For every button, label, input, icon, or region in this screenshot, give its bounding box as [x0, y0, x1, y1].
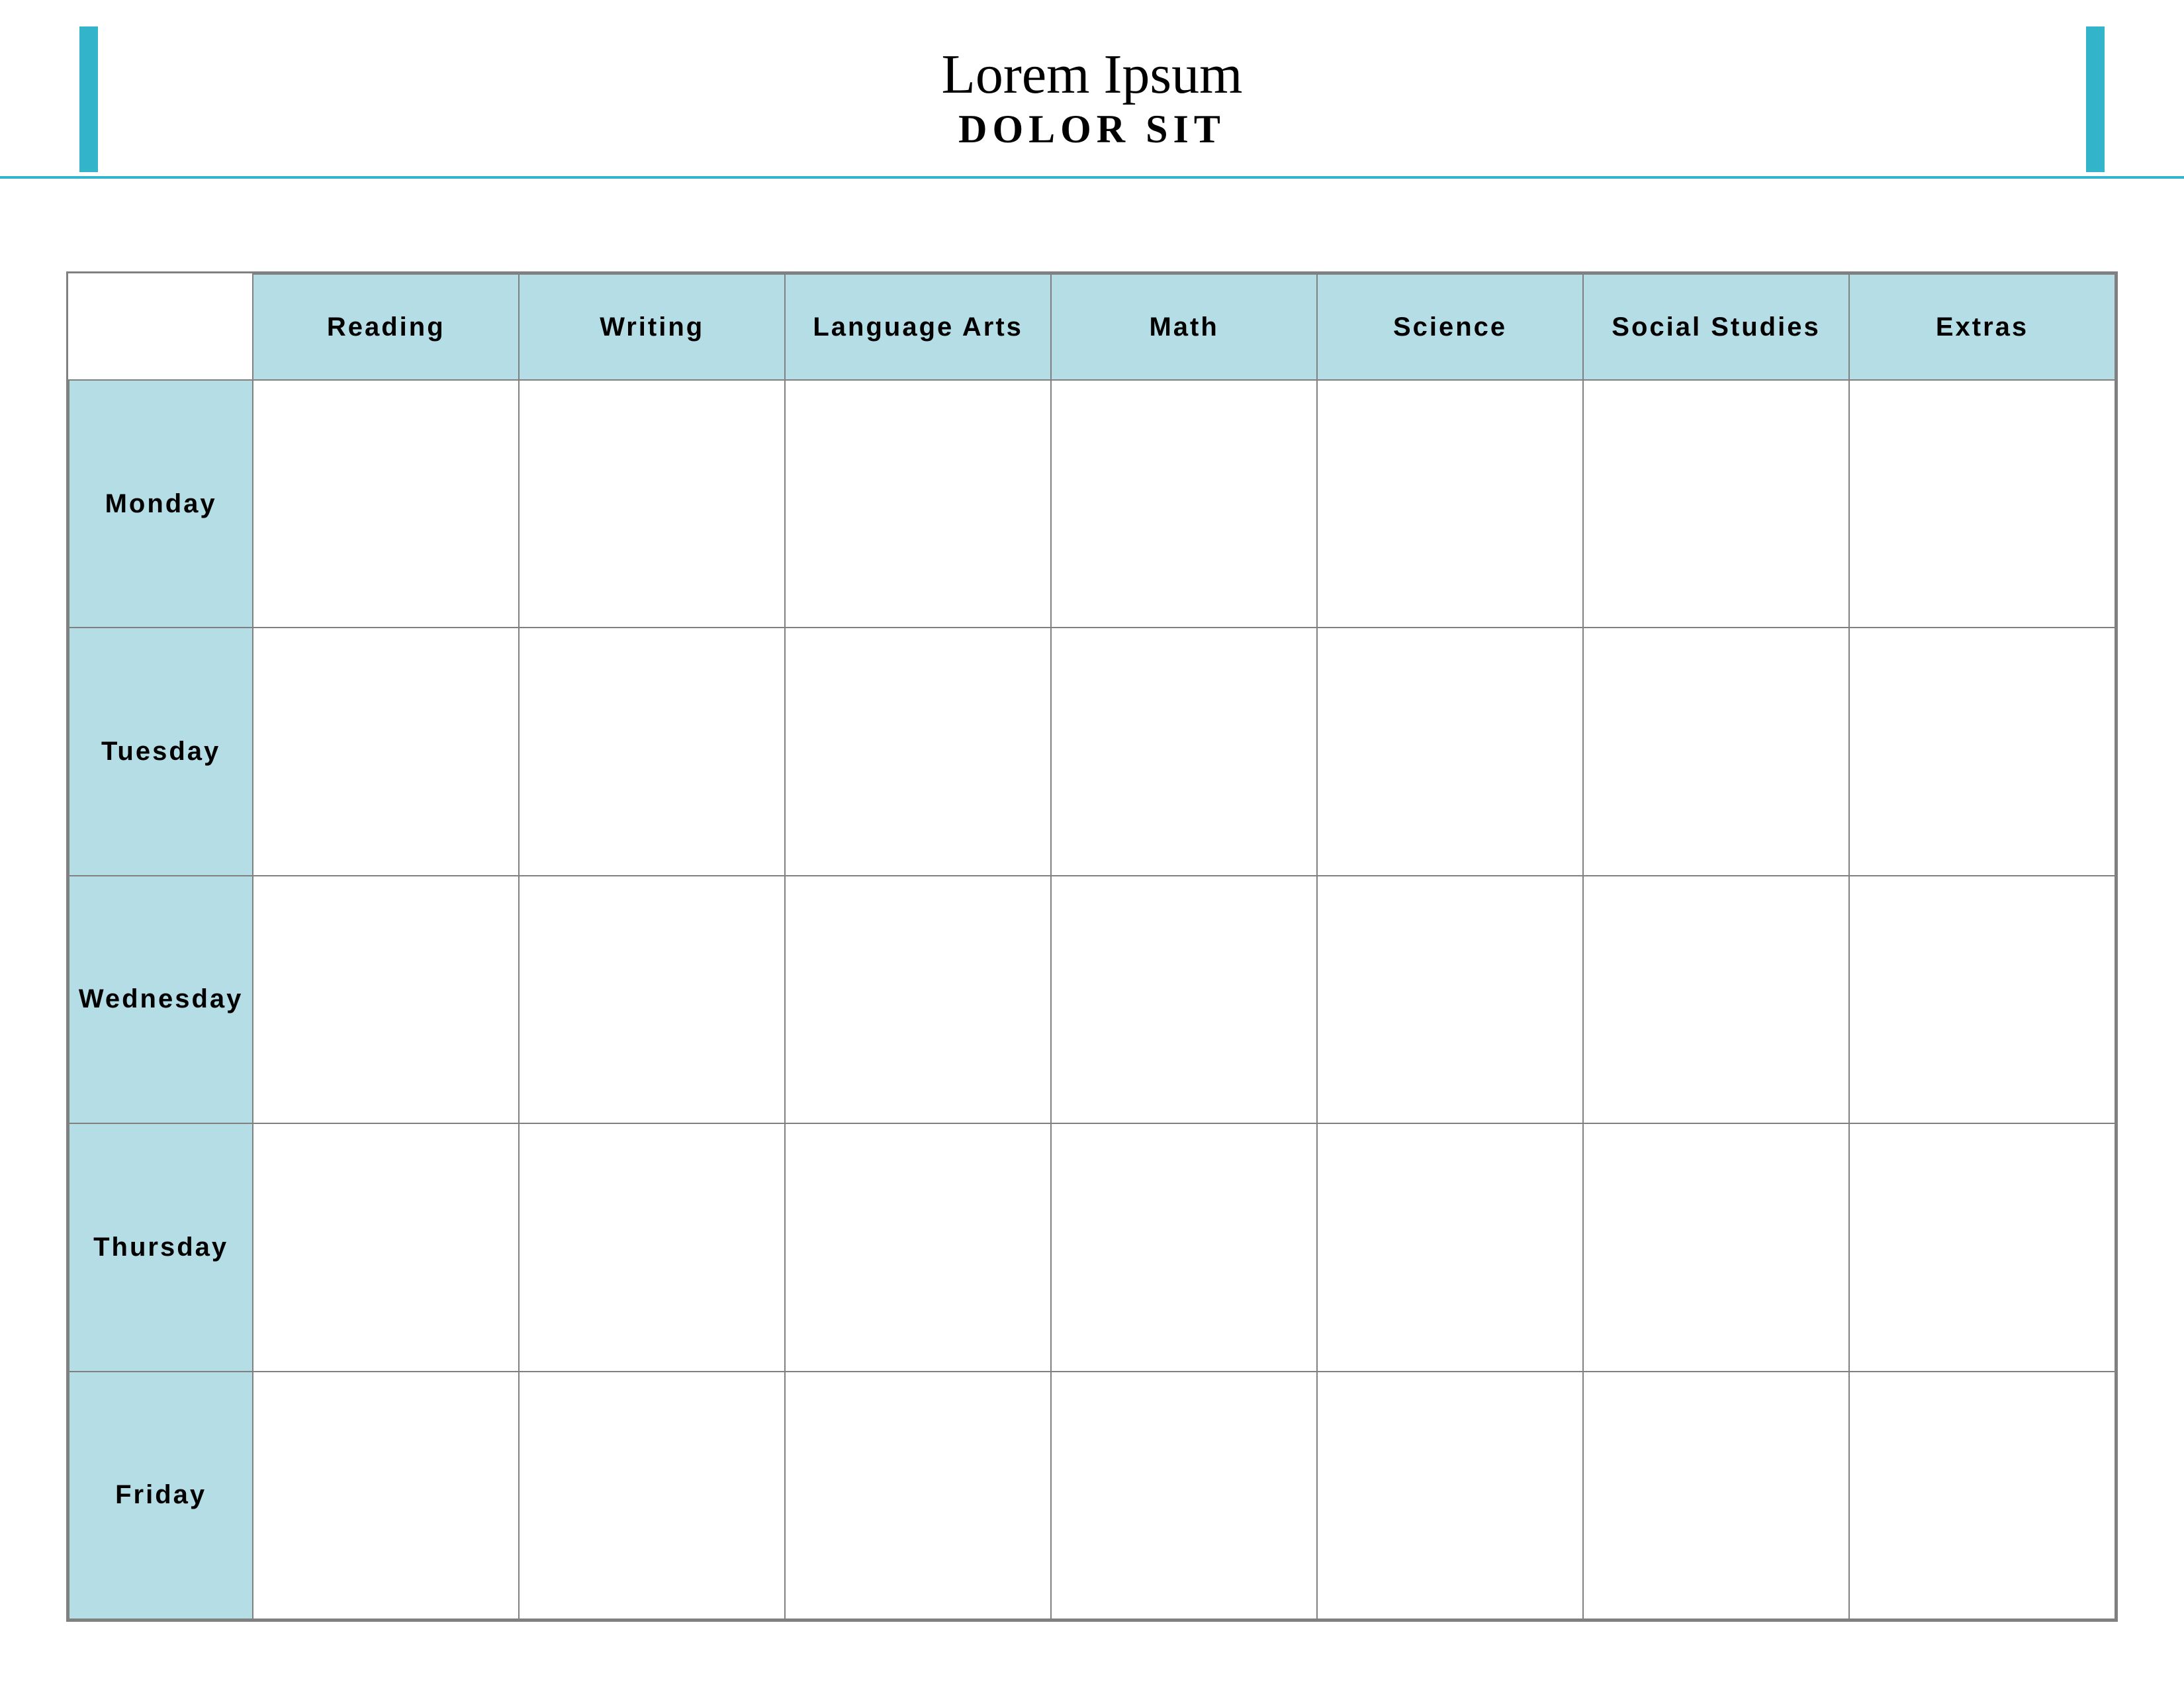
col-reading: Reading — [253, 274, 519, 380]
planner-table: Reading Writing Language Arts Math Scien… — [68, 273, 2116, 1620]
row-tuesday: Tuesday — [69, 628, 2115, 875]
title-strip: Lorem Ipsum DOLOR SIT — [0, 26, 2184, 172]
cell[interactable] — [785, 876, 1051, 1123]
row-thursday: Thursday — [69, 1123, 2115, 1371]
cell[interactable] — [253, 1123, 519, 1371]
page: Lorem Ipsum DOLOR SIT Reading Writing La… — [0, 0, 2184, 1688]
row-friday: Friday — [69, 1372, 2115, 1619]
cell[interactable] — [1317, 628, 1583, 875]
cell[interactable] — [1583, 1123, 1849, 1371]
cell[interactable] — [1051, 1372, 1317, 1619]
cell[interactable] — [785, 628, 1051, 875]
accent-bar-left — [79, 26, 98, 172]
day-wednesday: Wednesday — [69, 876, 253, 1123]
script-title: Lorem Ipsum — [942, 47, 1243, 103]
cell[interactable] — [519, 1123, 785, 1371]
cell[interactable] — [253, 628, 519, 875]
cell[interactable] — [1317, 380, 1583, 628]
cell[interactable] — [1583, 380, 1849, 628]
title-divider — [0, 176, 2184, 179]
cell[interactable] — [1849, 628, 2115, 875]
cell[interactable] — [519, 1372, 785, 1619]
col-writing: Writing — [519, 274, 785, 380]
subject-header-row: Reading Writing Language Arts Math Scien… — [69, 274, 2115, 380]
cell[interactable] — [253, 876, 519, 1123]
col-math: Math — [1051, 274, 1317, 380]
cell[interactable] — [1317, 876, 1583, 1123]
accent-bar-right — [2086, 26, 2105, 172]
cell[interactable] — [519, 876, 785, 1123]
subtitle: DOLOR SIT — [958, 107, 1226, 152]
cell[interactable] — [785, 1372, 1051, 1619]
cell[interactable] — [785, 380, 1051, 628]
cell[interactable] — [785, 1123, 1051, 1371]
title-block: Lorem Ipsum DOLOR SIT — [98, 47, 2086, 152]
cell[interactable] — [1317, 1372, 1583, 1619]
cell[interactable] — [253, 380, 519, 628]
cell[interactable] — [1051, 876, 1317, 1123]
planner-table-wrapper: Reading Writing Language Arts Math Scien… — [66, 271, 2118, 1622]
col-extras: Extras — [1849, 274, 2115, 380]
row-wednesday: Wednesday — [69, 876, 2115, 1123]
row-monday: Monday — [69, 380, 2115, 628]
cell[interactable] — [519, 628, 785, 875]
cell[interactable] — [519, 380, 785, 628]
cell[interactable] — [1849, 1123, 2115, 1371]
cell[interactable] — [1051, 380, 1317, 628]
cell[interactable] — [1051, 628, 1317, 875]
day-thursday: Thursday — [69, 1123, 253, 1371]
col-science: Science — [1317, 274, 1583, 380]
cell[interactable] — [1849, 1372, 2115, 1619]
cell[interactable] — [1583, 876, 1849, 1123]
cell[interactable] — [1849, 380, 2115, 628]
day-friday: Friday — [69, 1372, 253, 1619]
col-language-arts: Language Arts — [785, 274, 1051, 380]
cell[interactable] — [1849, 876, 2115, 1123]
cell[interactable] — [1317, 1123, 1583, 1371]
day-monday: Monday — [69, 380, 253, 628]
day-tuesday: Tuesday — [69, 628, 253, 875]
corner-cell — [69, 274, 253, 380]
cell[interactable] — [1583, 628, 1849, 875]
col-social-studies: Social Studies — [1583, 274, 1849, 380]
cell[interactable] — [1051, 1123, 1317, 1371]
cell[interactable] — [253, 1372, 519, 1619]
cell[interactable] — [1583, 1372, 1849, 1619]
